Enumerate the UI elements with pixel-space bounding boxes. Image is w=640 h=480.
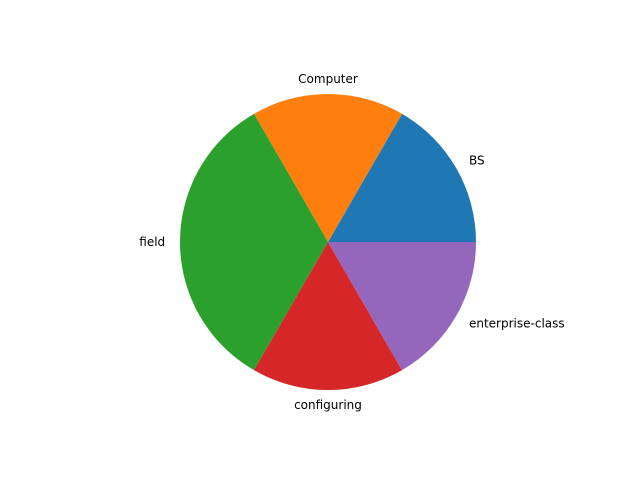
pie-slice-enterprise-class: [328, 242, 476, 371]
pie-slice-computer: [254, 94, 402, 242]
pie-label-field: field: [139, 235, 165, 249]
pie-label-bs: BS: [469, 154, 485, 168]
pie-slice-configuring: [254, 242, 402, 390]
pie-labels: BS Computer field configuring enterprise-cla…: [139, 72, 564, 412]
pie-label-computer: Computer: [298, 72, 358, 86]
pie-slice-bs: [328, 113, 476, 242]
pie-slice-field: [180, 113, 328, 371]
pie-label-configuring: configuring: [294, 398, 362, 412]
pie-slices: [180, 94, 476, 390]
pie-label-enterprise-class: enterprise-class: [469, 316, 565, 330]
